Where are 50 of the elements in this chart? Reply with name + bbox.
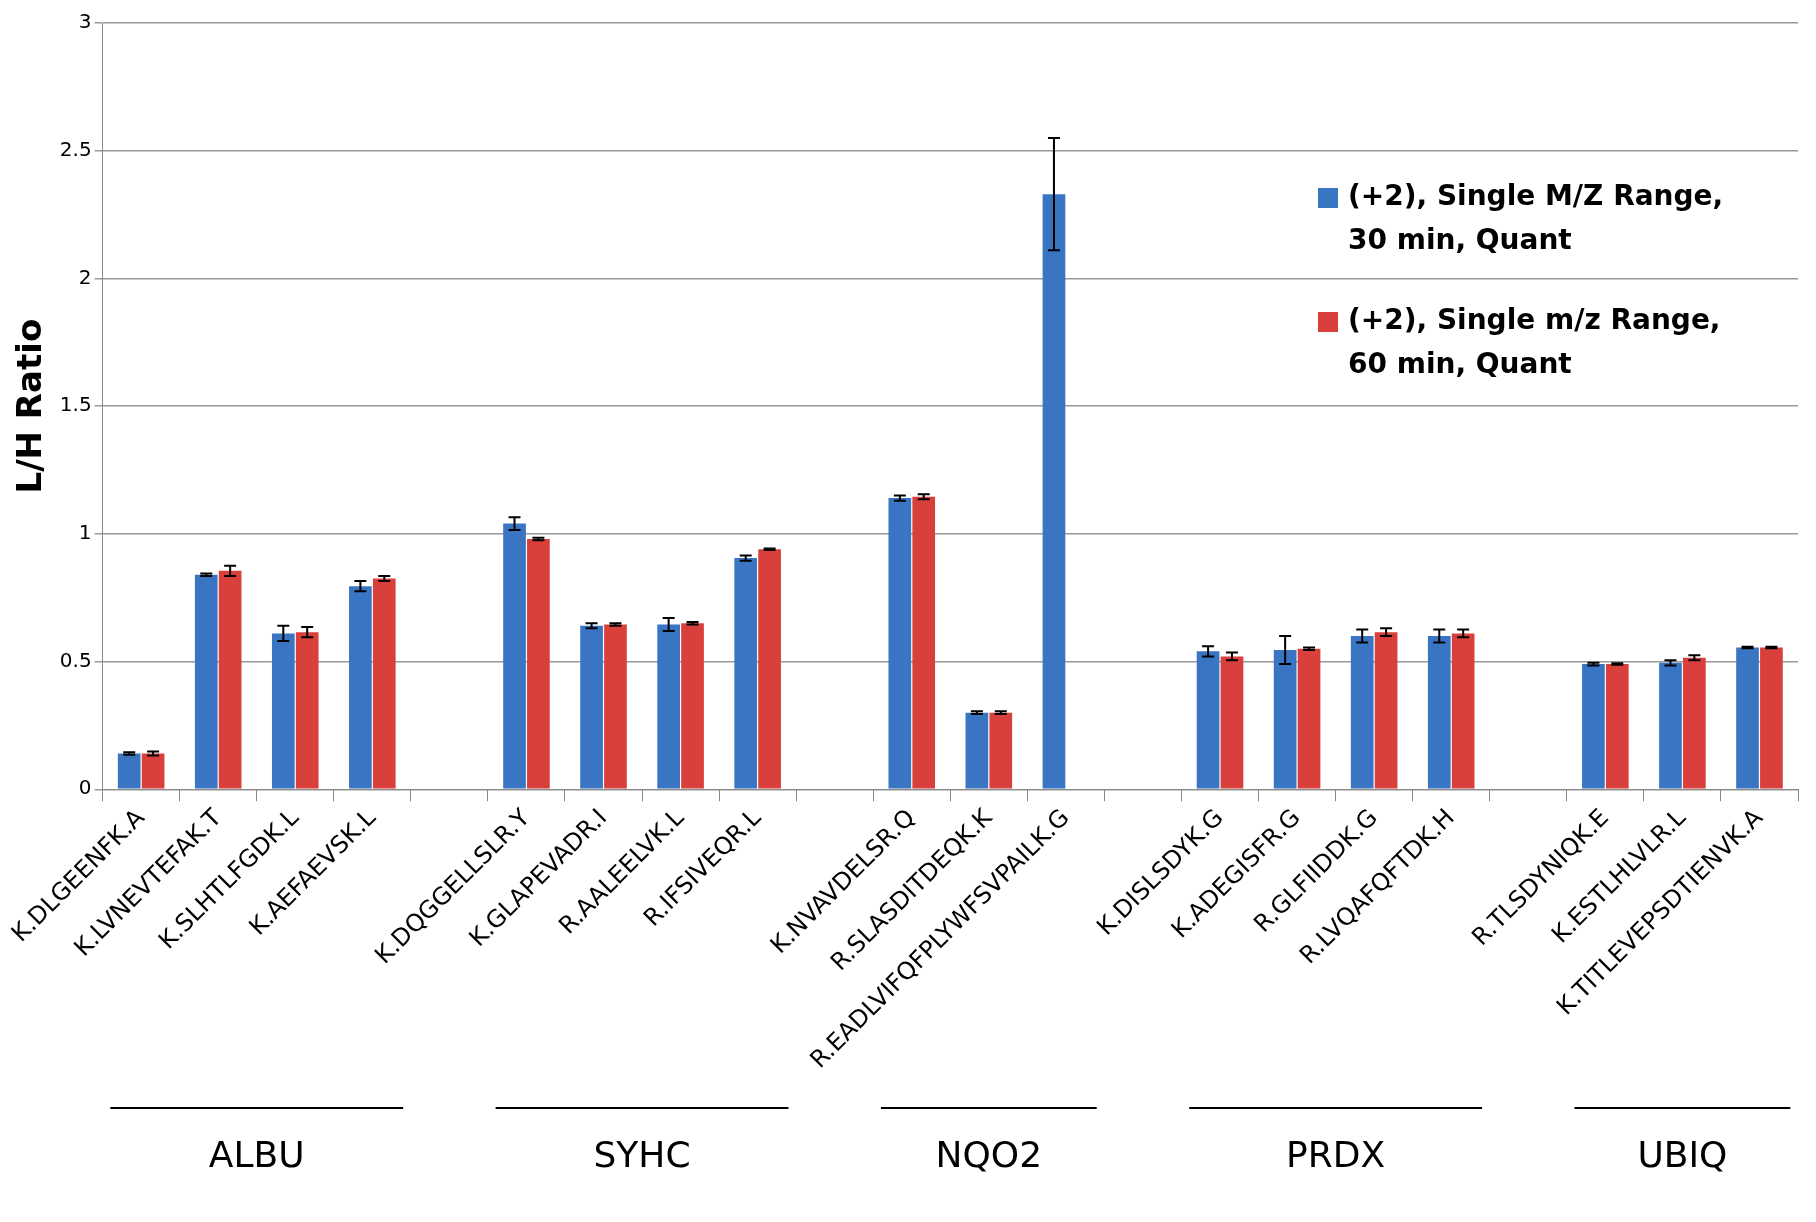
bar	[604, 624, 627, 789]
bar	[1374, 632, 1398, 789]
legend-label: (+2), Single M/Z Range, 30 min, Quant	[1348, 179, 1724, 257]
bar	[1220, 656, 1244, 789]
bar	[141, 753, 165, 789]
y-tick-label: 2.5	[59, 136, 92, 161]
bar	[1760, 647, 1783, 789]
bar	[1582, 664, 1605, 789]
bar	[888, 498, 912, 789]
text: UBIQ	[1637, 1134, 1728, 1176]
bar	[1736, 647, 1759, 789]
text: NQO2	[935, 1134, 1043, 1176]
bar	[1683, 657, 1706, 789]
y-tick-label: 1.5	[59, 392, 92, 417]
bar	[758, 549, 781, 789]
text: PRDX	[1286, 1134, 1386, 1176]
bar	[271, 633, 295, 789]
bar	[734, 558, 758, 789]
bar	[1350, 636, 1374, 789]
y-axis-title: L/H Ratio	[9, 318, 50, 494]
bar	[580, 625, 603, 789]
bar	[912, 496, 936, 789]
bar	[295, 632, 319, 789]
bar	[965, 712, 989, 789]
bar	[1273, 650, 1297, 789]
bar	[1297, 648, 1321, 789]
bar	[989, 712, 1013, 789]
text: SYHC	[593, 1134, 691, 1176]
bar	[1427, 636, 1451, 789]
bar	[117, 753, 141, 789]
bar	[194, 574, 218, 789]
bar	[372, 578, 396, 789]
bar	[1451, 633, 1475, 789]
legend-label: (+2), Single m/z Range, 60 min, Quant	[1348, 303, 1721, 381]
bar	[218, 570, 242, 789]
bar	[1196, 651, 1220, 789]
y-tick-label: 0	[78, 775, 92, 800]
text: ALBU	[208, 1134, 305, 1176]
bar	[1042, 194, 1066, 789]
y-tick-label: 1	[78, 520, 92, 545]
bar	[1659, 662, 1682, 789]
y-tick-label: 0.5	[59, 647, 92, 672]
y-tick-label: 2	[78, 264, 92, 289]
bar	[681, 623, 704, 789]
bar	[349, 586, 372, 789]
bar	[1605, 664, 1629, 789]
bar	[527, 538, 550, 789]
bar	[657, 624, 680, 789]
bar	[503, 523, 526, 789]
y-tick-label: 3	[78, 9, 92, 34]
